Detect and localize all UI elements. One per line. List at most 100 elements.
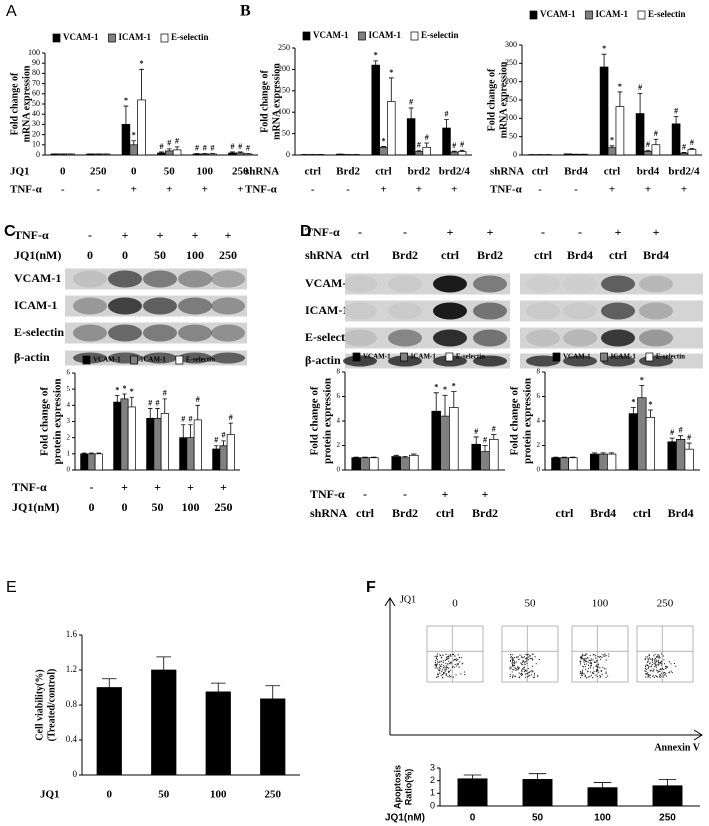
flow-event: [581, 674, 584, 677]
bar: [440, 415, 450, 471]
bar: [186, 437, 195, 471]
flow-event: [597, 663, 599, 666]
flow-event: [654, 653, 656, 656]
legend-label: ICAM-1: [611, 353, 637, 361]
flow-event: [595, 657, 597, 659]
error-bar: [230, 151, 235, 153]
bar: [371, 64, 380, 156]
blot-lane-label: ctrl: [534, 248, 553, 262]
legend-label: VCAM-1: [313, 30, 349, 40]
y-axis-label: Fold change of: [259, 69, 270, 132]
flow-event: [659, 657, 661, 659]
bar: [212, 448, 221, 471]
flow-event: [455, 665, 458, 667]
error-bar: [195, 404, 200, 420]
flow-event: [663, 668, 665, 671]
significance-mark: *: [631, 397, 635, 406]
y-tick-label: 1.2: [66, 664, 77, 674]
band-label: β-actin: [305, 353, 341, 367]
error-bar: [408, 107, 414, 119]
bar: [431, 410, 441, 471]
flow-event: [583, 661, 585, 664]
panel-letter: C: [4, 223, 16, 240]
error-bar: [156, 656, 172, 670]
blot-band: [388, 275, 422, 293]
flow-event: [523, 656, 526, 658]
flow-event: [589, 659, 591, 662]
blot-lane-label: -: [88, 228, 92, 242]
flow-plot: [571, 625, 629, 683]
x-tick-label: 250: [659, 813, 676, 824]
significance-mark: #: [203, 143, 207, 152]
flow-event: [436, 653, 439, 655]
flow-event: [645, 670, 647, 673]
bar: [400, 457, 410, 471]
error-bar: [129, 396, 134, 407]
blot-band: [108, 324, 142, 342]
legend-label: ICAM-1: [596, 9, 629, 19]
flow-event: [439, 672, 441, 674]
flow-event: [515, 669, 517, 672]
flow-event: [521, 661, 523, 663]
flow-event: [645, 669, 647, 671]
flow-event: [436, 659, 439, 661]
flow-event: [581, 673, 583, 675]
legend-label: E-selectin: [656, 353, 685, 361]
blot-lane-label: -: [403, 225, 407, 239]
flow-event: [527, 667, 530, 670]
flow-event: [453, 653, 455, 655]
blot-band: [211, 352, 245, 364]
flow-event: [647, 675, 649, 677]
flow-event: [657, 654, 659, 656]
blot-band: [601, 275, 635, 293]
flow-event: [435, 665, 437, 667]
error-bar: [473, 436, 479, 445]
blot-strip: [65, 322, 247, 344]
error-bar: [245, 153, 251, 154]
flow-event: [512, 665, 515, 667]
flow-event: [456, 663, 458, 665]
legend-swatch: [600, 352, 608, 362]
error-bar: [174, 146, 180, 150]
flow-event: [588, 659, 590, 661]
significance-mark: #: [196, 395, 200, 404]
bar: [409, 454, 419, 471]
significance-mark: *: [648, 400, 652, 409]
blot-lane-label: 250: [219, 248, 237, 262]
bar: [637, 397, 647, 471]
error-bar: [653, 138, 659, 145]
flow-event: [647, 658, 649, 660]
y-axis-label: Fold change of: [39, 387, 51, 456]
flow-event: [590, 658, 592, 660]
flow-event: [447, 670, 449, 672]
flow-event: [661, 675, 663, 677]
x-tick-label: 50: [152, 500, 164, 514]
bar: [208, 153, 217, 156]
flow-event: [445, 672, 447, 675]
flow-event: [517, 669, 519, 671]
flow-event: [588, 667, 590, 669]
flow-event: [656, 675, 658, 678]
flow-event: [447, 658, 449, 660]
flow-event: [657, 670, 659, 672]
x-tick-label: ctrl: [304, 166, 320, 178]
blot-band: [639, 275, 673, 293]
flow-event: [510, 667, 512, 669]
blot-band: [211, 324, 245, 342]
flow-event: [658, 661, 660, 663]
flow-event: [651, 658, 653, 661]
significance-mark: #: [163, 389, 167, 398]
blot-band: [211, 297, 245, 315]
bar: [192, 153, 202, 156]
flow-event: [457, 658, 459, 661]
flow-event: [597, 669, 599, 671]
blot-band: [433, 329, 467, 347]
flow-event: [605, 676, 607, 679]
y-tick-label: 300: [505, 40, 517, 49]
flow-event: [446, 657, 448, 659]
flow-event: [581, 654, 583, 657]
flow-event: [511, 661, 514, 663]
flow-event: [590, 659, 592, 662]
flow-event: [584, 654, 586, 656]
flow-event: [602, 653, 604, 656]
